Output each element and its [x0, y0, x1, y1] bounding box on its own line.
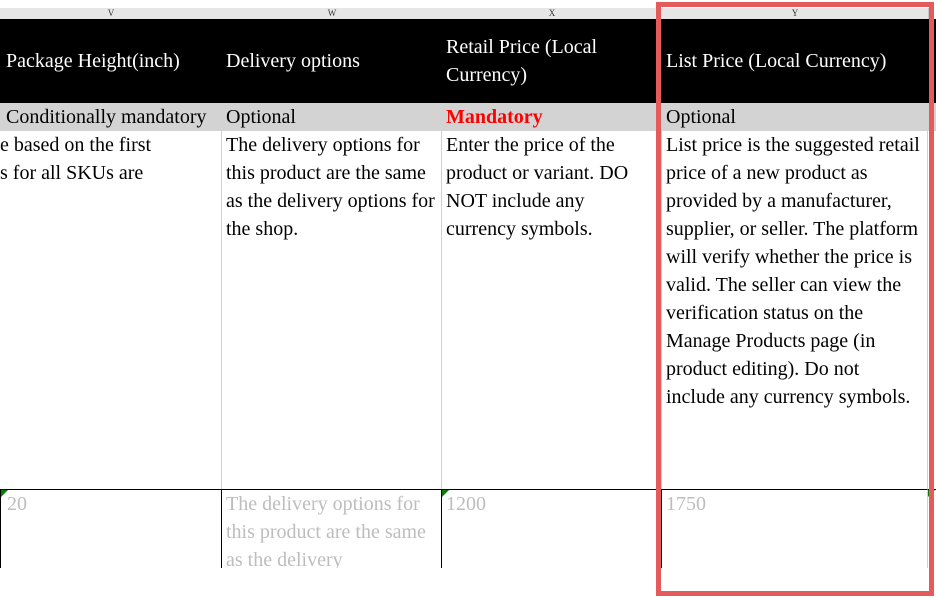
- header-text: List Price (Local Currency): [666, 50, 887, 72]
- list-price-highlight-box: [656, 2, 934, 596]
- description-delivery-options[interactable]: The delivery options for this product ar…: [222, 131, 442, 489]
- example-delivery-options[interactable]: The delivery options for this product ar…: [222, 489, 442, 568]
- comment-marker-icon: [1, 490, 8, 497]
- requirement-delivery-options[interactable]: Optional: [222, 103, 442, 131]
- example-retail-price[interactable]: 1200: [442, 489, 662, 568]
- comment-marker-icon: [442, 490, 449, 497]
- requirement-list-price[interactable]: Optional: [662, 103, 928, 131]
- header-text: Package Height(inch): [6, 50, 180, 72]
- example-package-height[interactable]: 20: [0, 489, 222, 568]
- column-header-x[interactable]: X: [442, 8, 663, 19]
- requirement-retail-price[interactable]: Mandatory: [442, 103, 662, 131]
- example-value: 20: [7, 493, 27, 515]
- column-header-w[interactable]: W: [222, 8, 443, 19]
- header-retail-price[interactable]: Retail Price (Local Currency): [442, 19, 662, 103]
- column-header-y[interactable]: Y: [662, 8, 929, 19]
- description-package-height[interactable]: e based on the first s for all SKUs are: [0, 131, 222, 489]
- description-list-price[interactable]: List price is the suggested retail price…: [662, 131, 928, 489]
- header-delivery-options[interactable]: Delivery options: [222, 19, 442, 103]
- requirement-package-height[interactable]: Conditionally mandatory: [0, 103, 222, 131]
- header-text: Delivery options: [226, 50, 360, 72]
- description-retail-price[interactable]: Enter the price of the product or varian…: [442, 131, 662, 489]
- header-package-height[interactable]: Package Height(inch): [0, 19, 222, 103]
- column-header-v[interactable]: V: [0, 8, 223, 19]
- header-list-price[interactable]: List Price (Local Currency): [662, 19, 928, 103]
- header-text: Retail Price (Local Currency): [446, 36, 598, 86]
- example-value: 1200: [446, 493, 486, 515]
- example-list-price[interactable]: 1750: [662, 489, 928, 568]
